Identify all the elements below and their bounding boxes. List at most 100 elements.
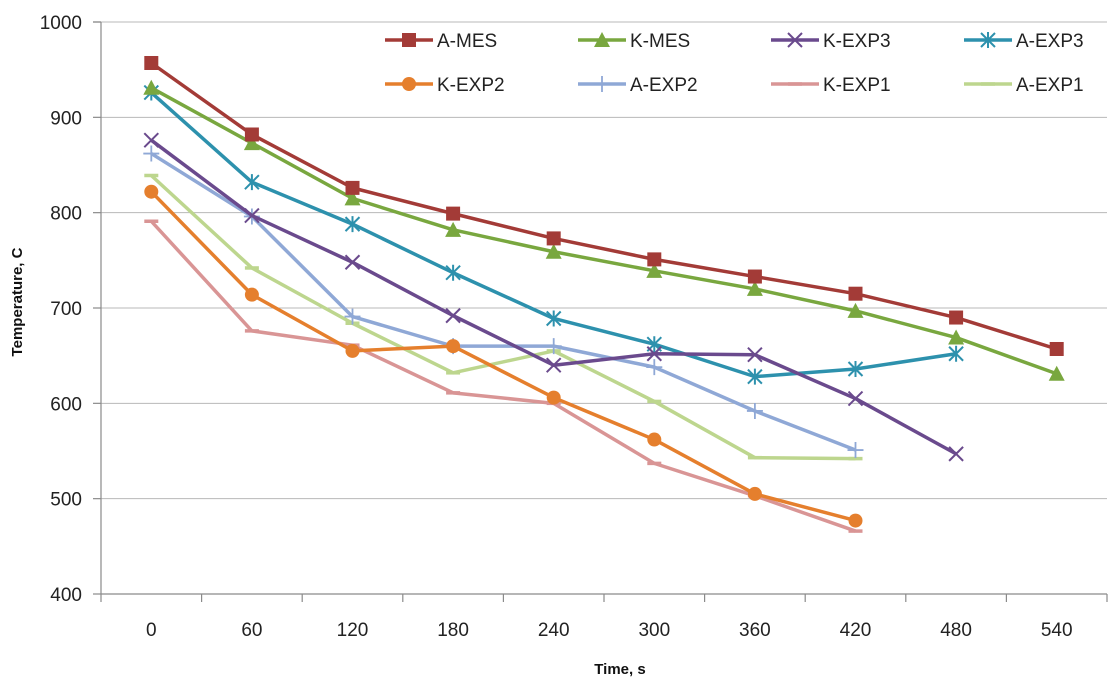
- series-a-exp2: [143, 145, 864, 459]
- legend-marker: [402, 77, 416, 91]
- series-a-mes: [144, 55, 1064, 356]
- data-point-a-exp3: [545, 310, 562, 327]
- series-line-k-exp2: [150, 190, 856, 523]
- data-point-k-exp3: [847, 390, 864, 407]
- data-point-a-mes: [144, 55, 159, 70]
- data-point-k-exp3: [948, 446, 964, 462]
- legend-item-k-exp1: K-EXP1: [771, 75, 891, 96]
- x-tick-label: 480: [940, 620, 972, 641]
- legend-marker: [787, 32, 803, 48]
- data-point-k-mes: [847, 302, 864, 318]
- data-point-k-mes: [545, 243, 562, 259]
- data-point-k-exp3: [545, 357, 562, 373]
- data-point-k-exp2: [144, 184, 159, 199]
- data-point-a-exp3: [244, 174, 260, 191]
- axes: [93, 21, 1108, 602]
- data-point-a-mes: [747, 269, 762, 284]
- data-point-k-exp3: [244, 207, 260, 224]
- data-point-a-mes: [647, 252, 662, 267]
- legend-label: A-EXP2: [630, 75, 698, 96]
- y-tick-label: 600: [50, 394, 82, 415]
- series-k-exp2: [144, 184, 863, 528]
- data-point-k-mes: [243, 135, 260, 151]
- data-point-k-exp2: [546, 390, 561, 405]
- data-point-a-exp3: [847, 361, 864, 378]
- series-line-k-mes: [150, 86, 1058, 376]
- legend-item-a-exp3: A-EXP3: [964, 31, 1084, 52]
- data-point-k-exp3: [747, 347, 763, 363]
- data-point-a-exp2: [746, 402, 763, 419]
- y-tick-label: 800: [50, 204, 82, 225]
- data-point-k-mes: [143, 79, 160, 95]
- data-point-a-exp2: [545, 338, 562, 355]
- data-point-k-exp2: [747, 486, 762, 501]
- legend-label: A-EXP1: [1016, 75, 1084, 96]
- data-point-a-mes: [446, 206, 461, 221]
- data-point-a-mes: [1049, 341, 1064, 356]
- series-k-mes: [143, 79, 1065, 381]
- data-point-k-exp2: [446, 339, 461, 354]
- y-tick-label: 1000: [40, 13, 82, 34]
- data-point-k-mes: [948, 329, 965, 345]
- y-tick-label: 500: [50, 490, 82, 511]
- data-series: [143, 55, 1065, 533]
- data-point-k-exp3: [143, 132, 160, 148]
- y-tick-labels: 400 500 600 700 800 900 1000: [40, 13, 82, 606]
- series-k-exp3: [143, 132, 964, 462]
- data-point-a-mes: [244, 127, 259, 142]
- data-point-k-mes: [445, 221, 462, 237]
- x-tick-label: 180: [437, 620, 469, 641]
- data-point-k-exp2: [848, 513, 863, 528]
- x-tick-label: 300: [638, 620, 670, 641]
- data-point-a-exp2: [847, 442, 864, 459]
- legend-label: K-EXP2: [437, 75, 505, 96]
- x-tick-label: 60: [241, 620, 262, 641]
- data-point-a-exp2: [646, 359, 663, 376]
- data-point-a-mes: [345, 180, 360, 195]
- legend-item-a-exp2: A-EXP2: [578, 75, 698, 96]
- legend: A-MES K-MES K-EXP3 A-EXP3 K-EXP2 A-EXP2 K-EXP1…: [385, 31, 1084, 96]
- x-tick-label: 540: [1041, 620, 1073, 641]
- data-point-k-exp3: [445, 307, 461, 324]
- legend-label: K-EXP1: [823, 75, 891, 96]
- x-tick-label: 360: [739, 620, 771, 641]
- data-point-a-exp3: [344, 216, 361, 233]
- data-point-k-mes: [646, 262, 663, 278]
- legend-item-k-mes: K-MES: [578, 31, 690, 52]
- data-point-a-exp3: [948, 345, 964, 362]
- data-point-k-exp3: [344, 254, 361, 270]
- legend-item-a-exp1: A-EXP1: [964, 75, 1084, 96]
- x-tick-label: 120: [337, 620, 369, 641]
- data-point-a-exp3: [747, 368, 763, 385]
- x-tick-label: 240: [538, 620, 570, 641]
- legend-item-k-exp2: K-EXP2: [385, 75, 505, 96]
- data-point-k-exp2: [244, 287, 259, 302]
- x-tick-label: 0: [146, 620, 157, 641]
- legend-item-k-exp3: K-EXP3: [771, 31, 891, 52]
- data-point-k-exp2: [345, 343, 360, 358]
- legend-marker: [980, 32, 996, 48]
- legend-marker: [594, 32, 610, 47]
- y-axis-title: Temperature, C: [9, 247, 26, 356]
- data-point-k-exp2: [647, 432, 662, 447]
- data-point-k-mes: [746, 280, 763, 296]
- y-tick-label: 400: [50, 585, 82, 606]
- data-point-k-exp3: [646, 346, 663, 362]
- x-axis-title: Time, s: [594, 661, 645, 678]
- legend-marker: [402, 33, 416, 47]
- data-point-a-exp2: [143, 145, 160, 162]
- x-tick-labels: 0 60 120 180 240 300 360 420 480 540: [146, 620, 1073, 641]
- y-tick-label: 700: [50, 299, 82, 320]
- legend-label: A-MES: [437, 31, 497, 52]
- series-line-k-exp1: [150, 220, 857, 533]
- series-k-exp1: [144, 219, 863, 533]
- legend-label: A-EXP3: [1016, 31, 1084, 52]
- x-tick-label: 420: [840, 620, 872, 641]
- data-point-a-mes: [848, 286, 863, 301]
- series-line-a-mes: [150, 61, 1058, 351]
- data-point-k-mes: [1048, 365, 1065, 381]
- series-line-a-exp1: [150, 174, 856, 461]
- legend-label: K-EXP3: [823, 31, 891, 52]
- data-point-a-exp3: [445, 264, 461, 281]
- data-point-a-mes: [949, 310, 964, 325]
